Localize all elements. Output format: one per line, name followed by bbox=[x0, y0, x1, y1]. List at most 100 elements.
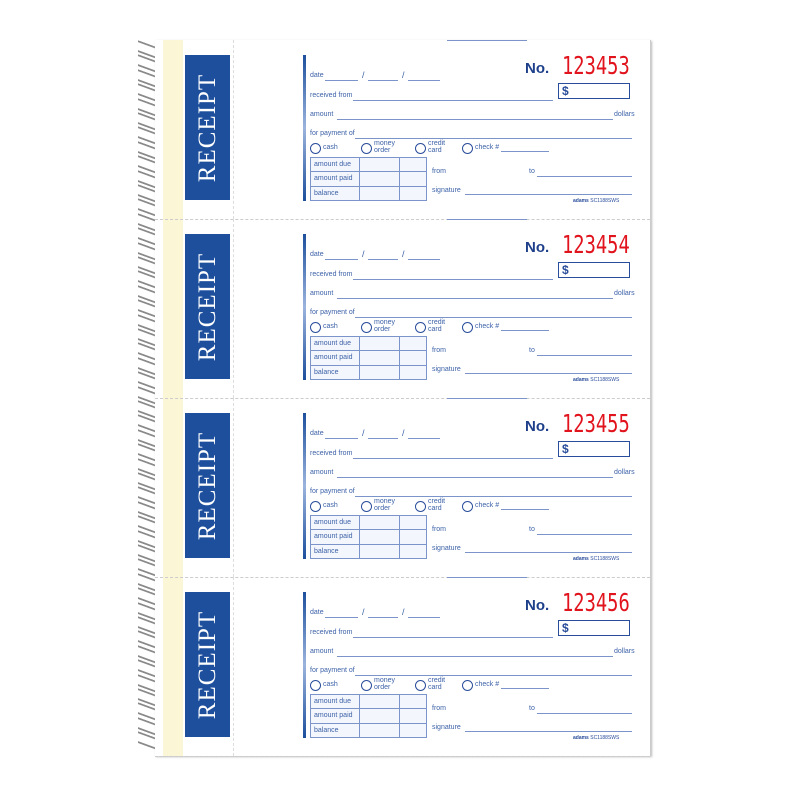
amount-paid-field[interactable] bbox=[359, 529, 400, 545]
date-label: date bbox=[310, 430, 324, 437]
amount-paid-field[interactable] bbox=[359, 171, 400, 187]
balance-cents[interactable] bbox=[399, 364, 427, 381]
signature-field[interactable] bbox=[465, 373, 632, 374]
date-day-field[interactable] bbox=[368, 259, 398, 260]
amount-field[interactable] bbox=[337, 119, 613, 120]
date-day-field[interactable] bbox=[368, 438, 398, 439]
for-payment-of-field[interactable] bbox=[355, 675, 632, 676]
credit-card-radio[interactable] bbox=[415, 680, 426, 691]
for-payment-of-field[interactable] bbox=[355, 138, 632, 139]
credit-card-radio[interactable] bbox=[415, 322, 426, 333]
amount-field[interactable] bbox=[337, 656, 613, 657]
date-day-field[interactable] bbox=[368, 617, 398, 618]
balance-label: balance bbox=[310, 722, 360, 739]
balance-cents[interactable] bbox=[399, 722, 427, 739]
date-month-field[interactable] bbox=[325, 438, 358, 439]
cash-radio[interactable] bbox=[310, 501, 321, 512]
amount-field[interactable] bbox=[337, 477, 613, 478]
to-field[interactable] bbox=[537, 534, 632, 535]
credit-card-label: credit card bbox=[428, 677, 446, 691]
for-payment-of-field[interactable] bbox=[355, 496, 632, 497]
money-order-radio[interactable] bbox=[361, 680, 372, 691]
amount-paid-cents[interactable] bbox=[399, 529, 427, 545]
amount-due-cents[interactable] bbox=[399, 514, 427, 531]
money-order-radio[interactable] bbox=[361, 501, 372, 512]
receipt-band: RECEIPT bbox=[185, 413, 230, 558]
from-field[interactable] bbox=[447, 219, 527, 220]
check-number-field[interactable] bbox=[501, 330, 549, 331]
dollar-amount-box[interactable]: $ bbox=[558, 262, 630, 278]
dollar-amount-box[interactable]: $ bbox=[558, 441, 630, 457]
to-field[interactable] bbox=[537, 355, 632, 356]
check-radio[interactable] bbox=[462, 680, 473, 691]
balance-field[interactable] bbox=[359, 364, 400, 381]
date-year-field[interactable] bbox=[408, 617, 440, 618]
amount-paid-cents[interactable] bbox=[399, 171, 427, 187]
balance-cents[interactable] bbox=[399, 185, 427, 202]
received-from-field[interactable] bbox=[353, 637, 553, 638]
date-month-field[interactable] bbox=[325, 80, 358, 81]
balance-field[interactable] bbox=[359, 543, 400, 560]
amount-paid-cents[interactable] bbox=[399, 708, 427, 724]
dollar-amount-box[interactable]: $ bbox=[558, 620, 630, 636]
for-payment-of-field[interactable] bbox=[355, 317, 632, 318]
amount-paid-field[interactable] bbox=[359, 708, 400, 724]
to-field[interactable] bbox=[537, 176, 632, 177]
check-radio[interactable] bbox=[462, 322, 473, 333]
credit-card-radio[interactable] bbox=[415, 501, 426, 512]
received-from-field[interactable] bbox=[353, 100, 553, 101]
dollar-sign: $ bbox=[562, 263, 569, 277]
receipt-band: RECEIPT bbox=[185, 592, 230, 737]
received-from-field[interactable] bbox=[353, 458, 553, 459]
cash-label: cash bbox=[323, 323, 338, 330]
signature-field[interactable] bbox=[465, 552, 632, 553]
received-from-field[interactable] bbox=[353, 279, 553, 280]
date-year-field[interactable] bbox=[408, 80, 440, 81]
cash-radio[interactable] bbox=[310, 143, 321, 154]
balance-field[interactable] bbox=[359, 722, 400, 739]
form-bar bbox=[303, 592, 306, 738]
to-field[interactable] bbox=[537, 713, 632, 714]
check-number-field[interactable] bbox=[501, 509, 549, 510]
check-radio[interactable] bbox=[462, 143, 473, 154]
signature-field[interactable] bbox=[465, 194, 632, 195]
date-separator: / bbox=[402, 428, 405, 438]
receipt-title: RECEIPT bbox=[193, 610, 221, 719]
money-order-label: money order bbox=[374, 677, 396, 691]
amount-field[interactable] bbox=[337, 298, 613, 299]
amount-paid-field[interactable] bbox=[359, 350, 400, 366]
cash-label: cash bbox=[323, 502, 338, 509]
amount-due-field[interactable] bbox=[359, 514, 400, 531]
check-radio[interactable] bbox=[462, 501, 473, 512]
check-number-field[interactable] bbox=[501, 151, 549, 152]
date-year-field[interactable] bbox=[408, 438, 440, 439]
amount-due-cents[interactable] bbox=[399, 693, 427, 710]
money-order-radio[interactable] bbox=[361, 143, 372, 154]
from-field[interactable] bbox=[447, 40, 527, 41]
brand-logo: adams SC1188SWS bbox=[573, 556, 619, 562]
amount-due-field[interactable] bbox=[359, 693, 400, 710]
date-day-field[interactable] bbox=[368, 80, 398, 81]
from-field[interactable] bbox=[447, 577, 527, 578]
dollar-amount-box[interactable]: $ bbox=[558, 83, 630, 99]
from-field[interactable] bbox=[447, 398, 527, 399]
amount-label: amount bbox=[310, 290, 334, 297]
model-number: SC1188SWS bbox=[590, 198, 620, 204]
credit-card-radio[interactable] bbox=[415, 143, 426, 154]
amount-label: amount bbox=[310, 111, 334, 118]
balance-cents[interactable] bbox=[399, 543, 427, 560]
amount-due-cents[interactable] bbox=[399, 335, 427, 352]
date-month-field[interactable] bbox=[325, 259, 358, 260]
date-month-field[interactable] bbox=[325, 617, 358, 618]
amount-due-field[interactable] bbox=[359, 156, 400, 173]
signature-field[interactable] bbox=[465, 731, 632, 732]
money-order-radio[interactable] bbox=[361, 322, 372, 333]
check-number-field[interactable] bbox=[501, 688, 549, 689]
amount-due-field[interactable] bbox=[359, 335, 400, 352]
amount-paid-cents[interactable] bbox=[399, 350, 427, 366]
cash-radio[interactable] bbox=[310, 322, 321, 333]
date-year-field[interactable] bbox=[408, 259, 440, 260]
cash-radio[interactable] bbox=[310, 680, 321, 691]
balance-field[interactable] bbox=[359, 185, 400, 202]
amount-due-cents[interactable] bbox=[399, 156, 427, 173]
